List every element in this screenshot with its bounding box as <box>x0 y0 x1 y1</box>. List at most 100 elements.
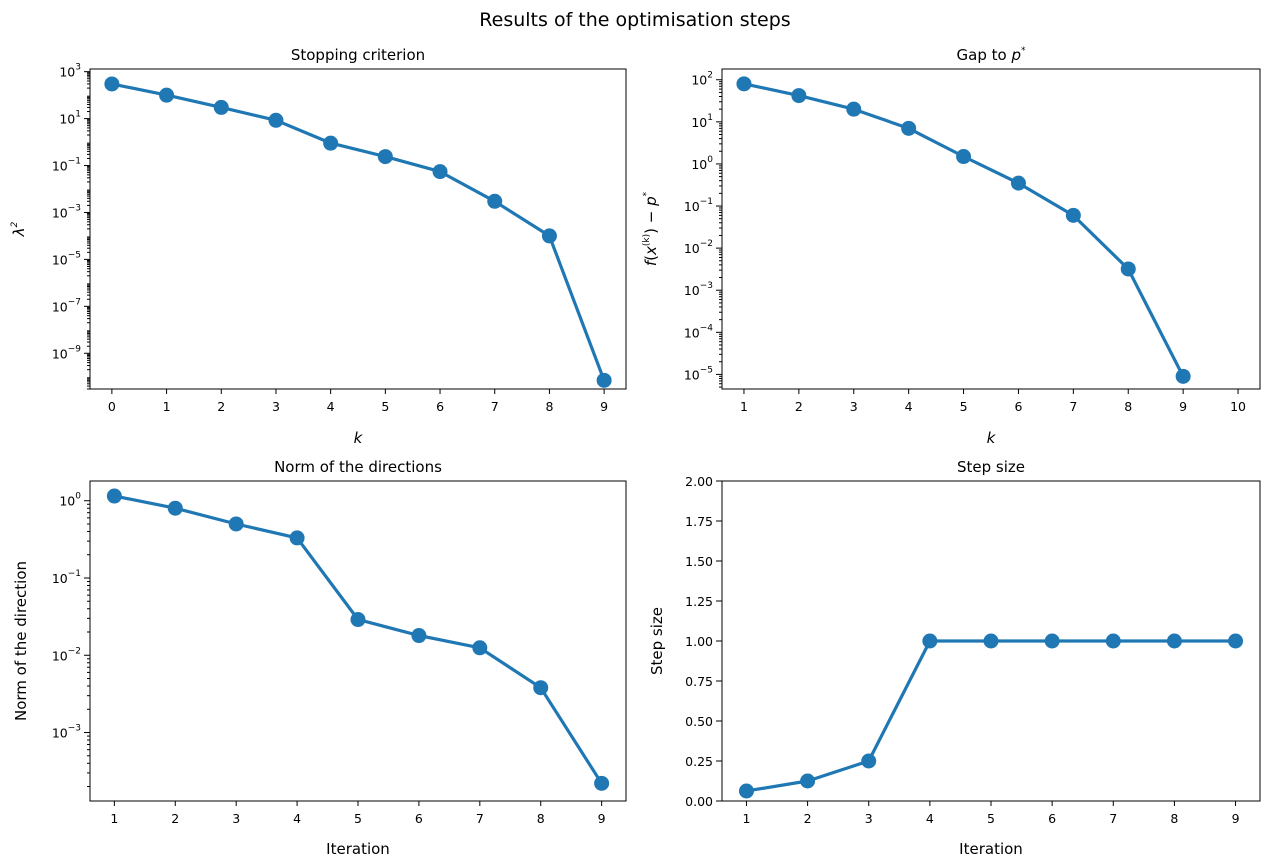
y-tick-label: 101 <box>59 110 81 127</box>
x-tick-label: 3 <box>865 811 873 826</box>
data-point <box>289 530 305 546</box>
data-point <box>541 228 557 244</box>
x-tick-label: 8 <box>545 399 553 414</box>
x-tick-label: 1 <box>740 399 748 414</box>
series-line <box>114 494 603 785</box>
data-point <box>596 372 612 388</box>
panel-norm-of-directions: Norm of the directions 1 2 3 4 5 6 7 8 9 100 10−1 1… <box>12 458 627 858</box>
y-tick-label: 102 <box>691 71 713 88</box>
y-tick-label: 2.00 <box>685 474 713 489</box>
x-tick-label: 1 <box>742 811 750 826</box>
data-point <box>167 500 183 516</box>
data-point <box>533 680 549 696</box>
panel-title: Stopping criterion <box>291 46 425 64</box>
series-line <box>111 82 606 381</box>
panel-title: Step size <box>957 458 1025 476</box>
x-tick-label: 2 <box>795 399 803 414</box>
y-tick-label: 10−1 <box>684 197 713 214</box>
y-tick-label: 100 <box>59 492 81 509</box>
data-point <box>1166 633 1182 649</box>
x-tick-label: 7 <box>1109 811 1117 826</box>
x-tick-label: 2 <box>804 811 812 826</box>
panel-gap-to-optimum: Gap to p* 1 2 3 4 5 6 7 8 9 10 102 101 100 10−1 10−2 10… <box>642 46 1261 447</box>
data-point <box>268 112 284 128</box>
data-point <box>377 149 393 165</box>
x-tick-label: 10 <box>1230 399 1246 414</box>
y-tick-label: 10−1 <box>52 569 81 586</box>
data-point <box>350 612 366 628</box>
y-tick-label: 10−1 <box>52 157 81 174</box>
x-tick-label: 4 <box>293 811 301 826</box>
y-tick-label: 0.25 <box>685 754 713 769</box>
y-tick-label: 0.75 <box>685 674 713 689</box>
y-tick-label: 10−7 <box>52 297 81 314</box>
x-tick-label: 6 <box>415 811 423 826</box>
data-point <box>1175 368 1191 384</box>
x-tick-label: 6 <box>1014 399 1022 414</box>
data-point <box>106 488 122 504</box>
x-tick-label: 5 <box>381 399 389 414</box>
y-tick-label: 1.75 <box>685 514 713 529</box>
y-tick-label: 1.25 <box>685 594 713 609</box>
y-tick-label: 1.50 <box>685 554 713 569</box>
data-point <box>1105 633 1121 649</box>
series-line <box>746 639 1236 793</box>
x-tick-label: 2 <box>171 811 179 826</box>
x-tick-label: 0 <box>108 399 116 414</box>
x-axis-label: k <box>987 429 997 447</box>
data-point <box>922 633 938 649</box>
data-point <box>800 773 816 789</box>
svg-text:λ2: λ2 <box>10 221 28 237</box>
y-tick-label: 10−3 <box>52 724 81 741</box>
x-tick-label: 3 <box>272 399 280 414</box>
x-tick-label: 4 <box>905 399 913 414</box>
y-tick-label: 1.00 <box>685 634 713 649</box>
data-point <box>791 88 807 104</box>
y-tick-label: 10−2 <box>52 646 81 663</box>
axes-frame <box>89 68 627 390</box>
x-tick-label: 9 <box>600 399 608 414</box>
x-tick-label: 5 <box>354 811 362 826</box>
x-axis-label: k <box>354 429 364 447</box>
data-point <box>738 783 754 799</box>
x-tick-label: 9 <box>598 811 606 826</box>
x-tick-label: 1 <box>163 399 171 414</box>
data-point <box>846 101 862 117</box>
data-point <box>901 120 917 136</box>
x-tick-label: 2 <box>217 399 225 414</box>
x-tick-label: 3 <box>232 811 240 826</box>
svg-text:f(x(k)) − p*: f(x(k)) − p* <box>642 191 660 266</box>
x-tick-label: 7 <box>1069 399 1077 414</box>
data-point <box>323 135 339 151</box>
data-point <box>411 628 427 644</box>
data-point <box>1120 261 1136 277</box>
panel-step-size: Step size 1 2 3 4 5 6 7 8 9 2.00 1.75 1.50 1.25 1.00 0… <box>648 458 1261 858</box>
x-tick-label: 8 <box>1124 399 1132 414</box>
x-tick-label: 6 <box>436 399 444 414</box>
x-tick-label: 4 <box>327 399 335 414</box>
y-tick-label: 10−3 <box>684 281 713 298</box>
data-point <box>1228 633 1244 649</box>
data-point <box>1044 633 1060 649</box>
data-point <box>1065 207 1081 223</box>
y-tick-label: 0.50 <box>685 714 713 729</box>
axes-frame <box>89 480 627 802</box>
panel-title: Gap to p* <box>957 46 1026 64</box>
data-point <box>956 149 972 165</box>
data-point <box>159 87 175 103</box>
data-point <box>213 99 229 115</box>
y-axis-label: Step size <box>648 607 666 675</box>
x-tick-label: 5 <box>987 811 995 826</box>
figure-title: Results of the optimisation steps <box>479 9 790 31</box>
axes-frame <box>721 68 1261 390</box>
y-tick-label: 103 <box>59 63 81 80</box>
y-tick-label: 10−4 <box>684 323 713 340</box>
x-tick-label: 4 <box>926 811 934 826</box>
x-tick-label: 7 <box>476 811 484 826</box>
x-tick-label: 9 <box>1232 811 1240 826</box>
y-tick-label: 100 <box>691 155 713 172</box>
x-tick-label: 5 <box>960 399 968 414</box>
data-point <box>487 193 503 209</box>
data-point <box>104 76 120 92</box>
